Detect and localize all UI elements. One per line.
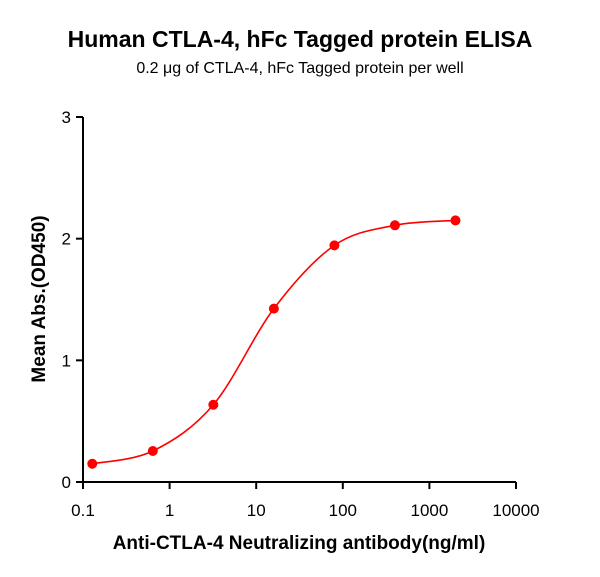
fit-curve [92,219,456,465]
data-point [389,220,400,231]
data-point [208,399,219,410]
y-tick-label: 3 [62,108,71,127]
x-tick-label: 1 [165,501,174,520]
x-tick-label: 0.1 [71,501,95,520]
y-tick-label: 2 [62,230,71,249]
data-points [87,215,461,469]
data-point [87,458,98,469]
axes: 0.1 1 10 100 1000 10000 0 1 2 3 [62,108,540,520]
y-axis-label: Mean Abs.(OD450) [29,215,50,382]
x-tick-label: 100 [329,501,357,520]
data-point [450,215,461,226]
y-tick-label: 0 [62,473,71,492]
x-tick-label: 10000 [492,501,539,520]
chart-title: Human CTLA-4, hFc Tagged protein ELISA [67,26,533,52]
x-axis-label: Anti-CTLA-4 Neutralizing antibody(ng/ml) [113,533,486,554]
x-tick-label: 10 [247,501,266,520]
data-point [329,240,340,251]
chart-subtitle: 0.2 μg of CTLA-4, hFc Tagged protein per… [136,60,464,77]
data-point [147,445,158,456]
x-tick-label: 1000 [410,501,448,520]
data-point [268,303,279,314]
y-tick-label: 1 [62,351,71,370]
